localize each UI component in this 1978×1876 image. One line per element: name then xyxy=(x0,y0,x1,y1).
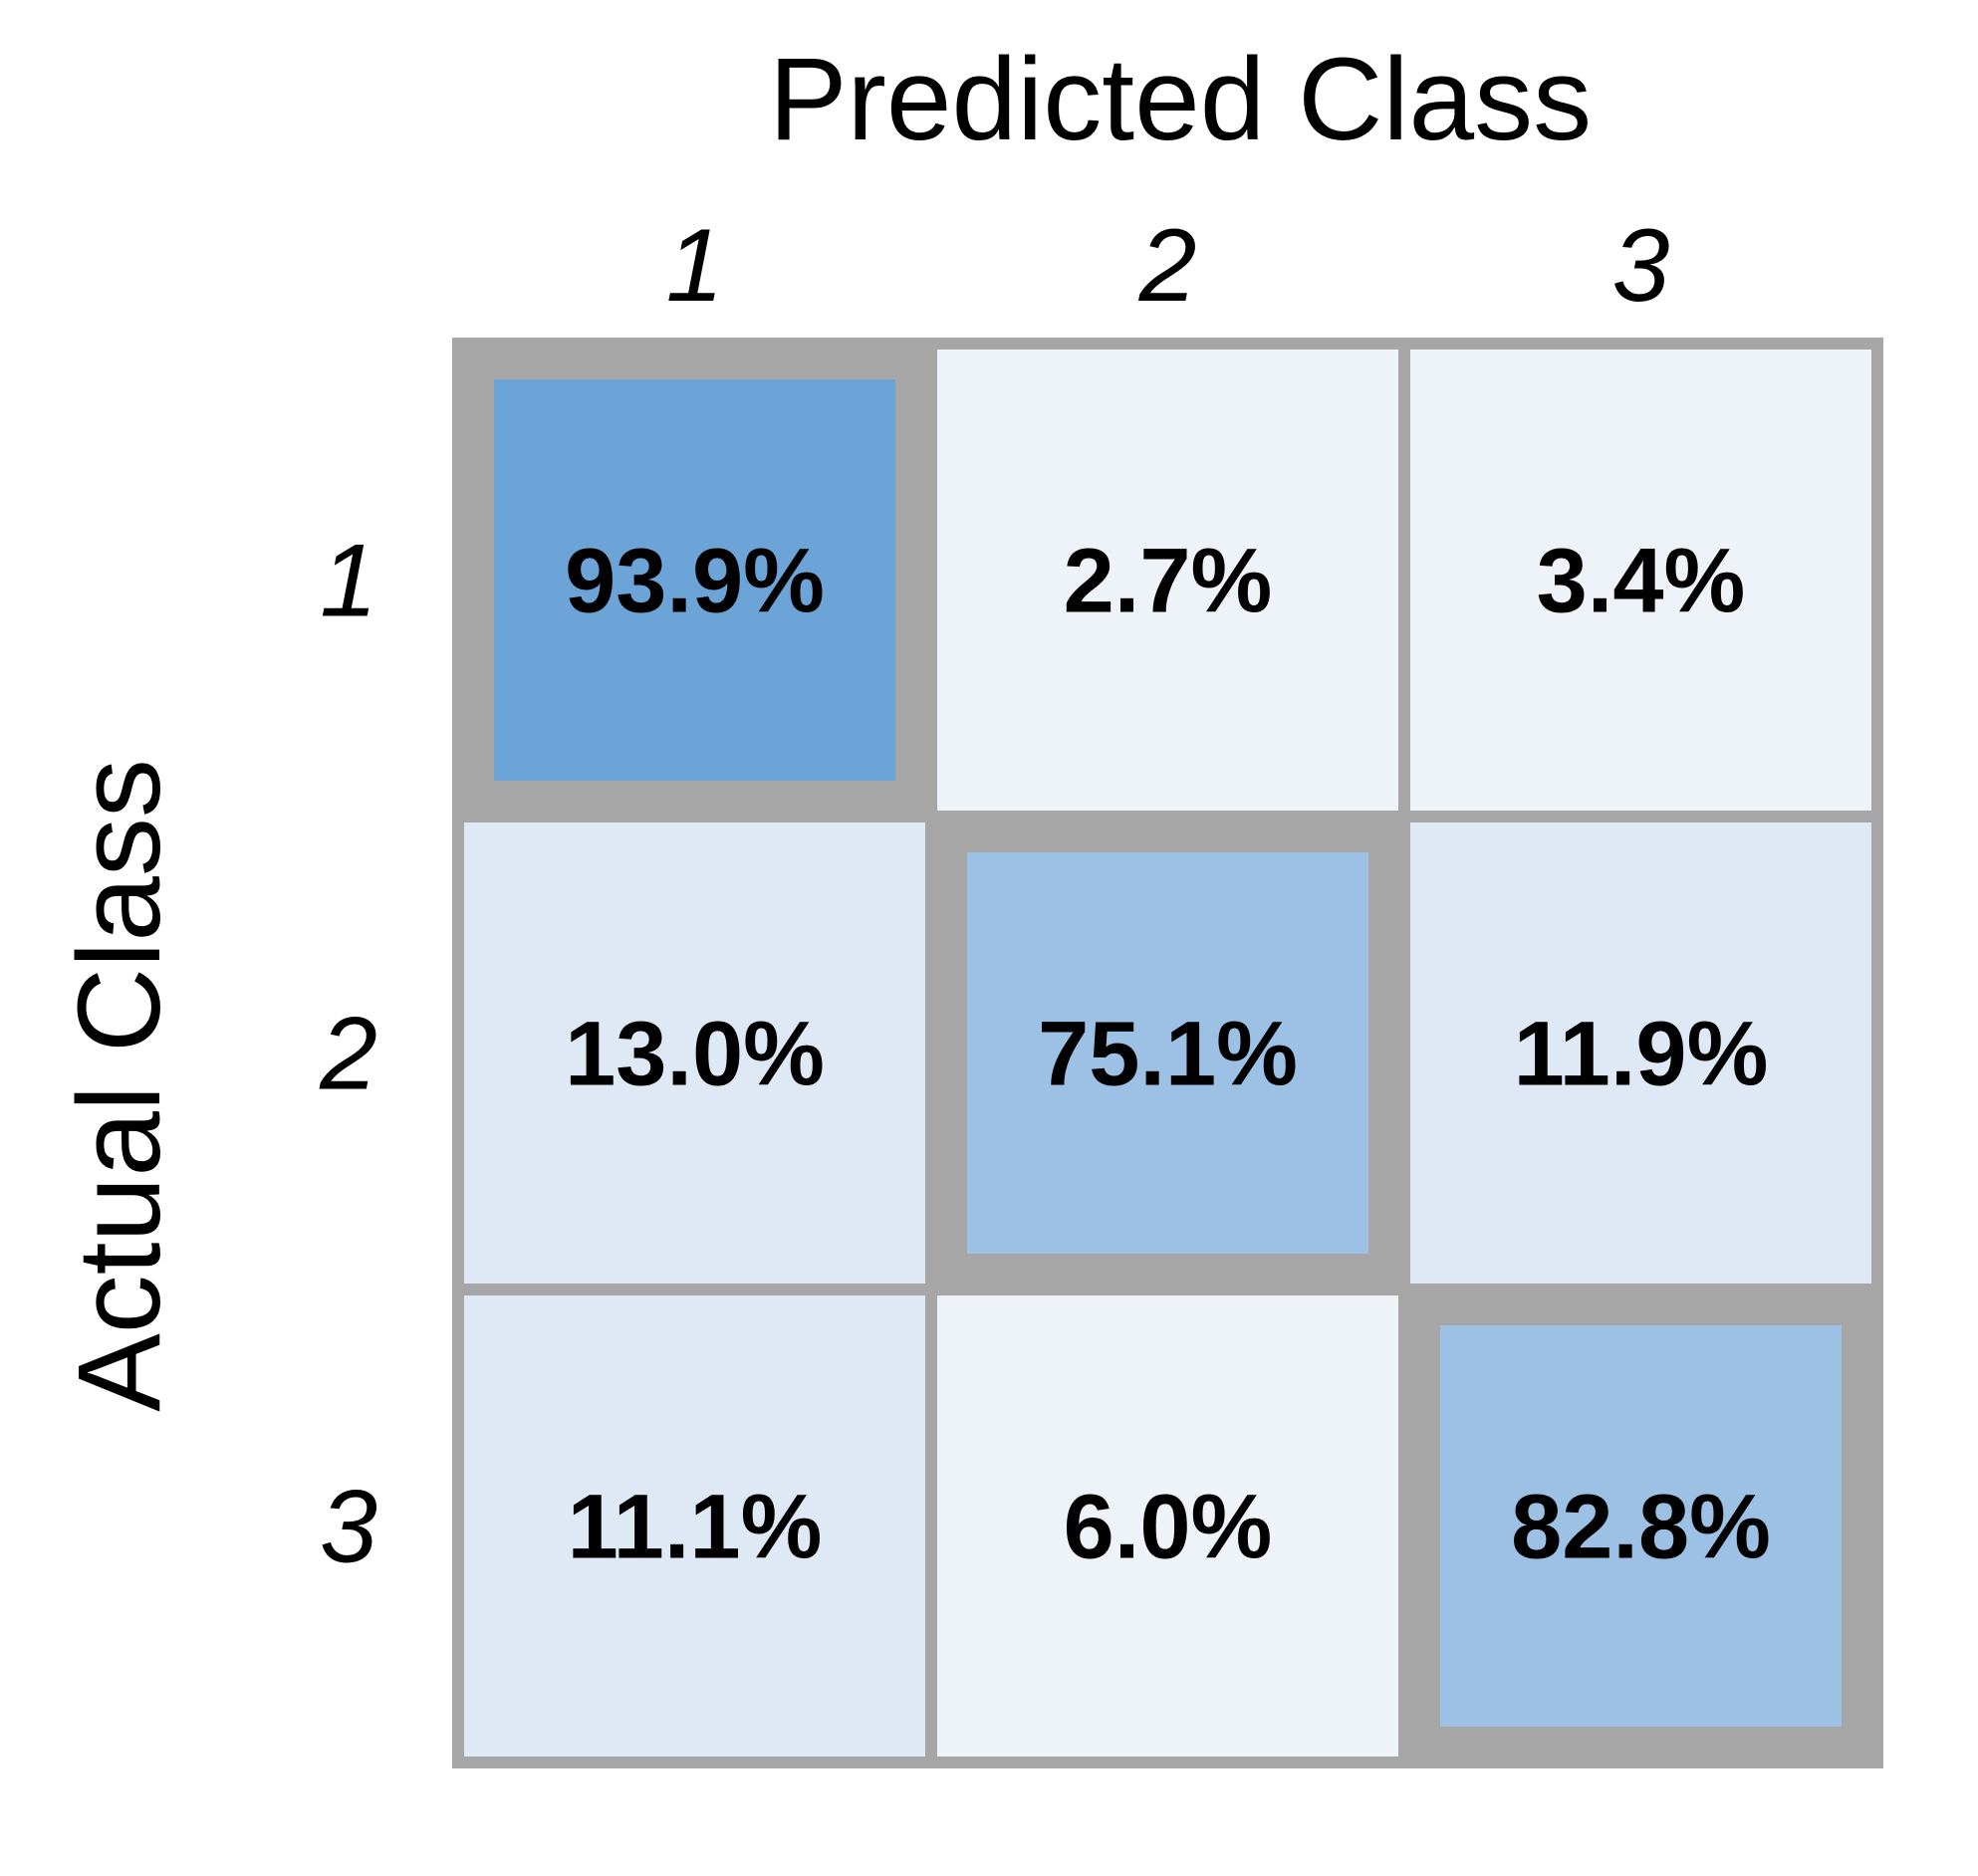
diagonal-border-3 xyxy=(1398,1284,1883,1768)
cell-value-label: 11.9% xyxy=(1514,1004,1769,1105)
cell-value-label: 3.4% xyxy=(1537,531,1746,632)
y-tick-label: 3 xyxy=(320,1470,377,1585)
x-tick-labels: 1 2 3 xyxy=(666,208,1670,324)
cell-r3-c1 xyxy=(452,1284,937,1768)
x-tick-label: 2 xyxy=(1138,208,1197,324)
cell-value-label: 2.7% xyxy=(1064,531,1273,632)
x-axis-title: Predicted Class xyxy=(769,34,1592,165)
cell-value-label: 82.8% xyxy=(1511,1477,1771,1578)
cell-value-label: 11.1% xyxy=(568,1477,823,1578)
cell-value-labels: 93.9% 2.7% 3.4% 13.0% 75.1% 11.9% 11.1% 6.0% 82.… xyxy=(565,531,1771,1578)
x-tick-label: 1 xyxy=(666,208,724,324)
matrix-cells xyxy=(452,338,1883,1768)
cell-r3-c2 xyxy=(925,1284,1410,1768)
y-tick-labels: 1 2 3 xyxy=(319,524,377,1585)
cell-value-label: 93.9% xyxy=(565,531,825,632)
y-axis-title: Actual Class xyxy=(54,759,185,1412)
y-tick-label: 2 xyxy=(319,997,377,1112)
cell-value-label: 6.0% xyxy=(1064,1477,1273,1578)
diagonal-highlight-borders xyxy=(452,338,1883,1768)
cell-value-label: 13.0% xyxy=(565,1004,825,1105)
cell-value-label: 75.1% xyxy=(1038,1004,1298,1105)
y-tick-label: 1 xyxy=(320,524,377,639)
x-tick-label: 3 xyxy=(1612,208,1670,324)
diagonal-border-1 xyxy=(452,338,937,822)
cell-r1-c2 xyxy=(925,338,1410,822)
diagonal-border-2 xyxy=(925,811,1410,1295)
